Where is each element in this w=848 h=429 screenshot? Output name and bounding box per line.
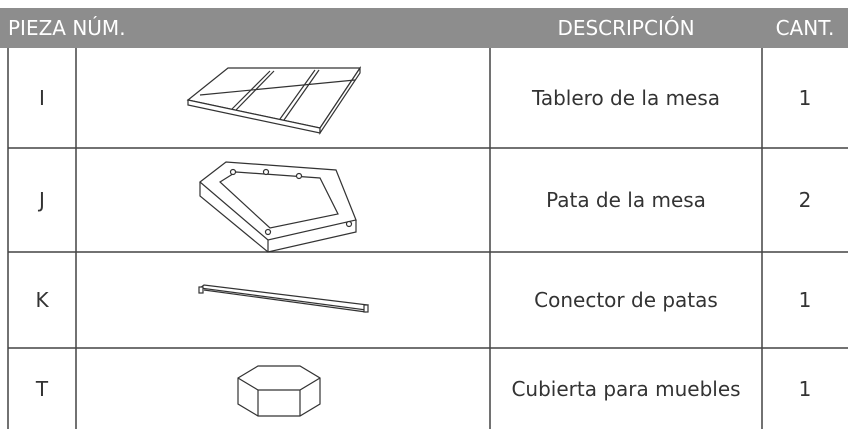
quantity: 1 xyxy=(798,376,812,401)
part-id: I xyxy=(39,86,45,110)
header-description: DESCRIPCIÓN xyxy=(557,16,695,40)
leg-illustration xyxy=(199,161,357,253)
header-part: PIEZA NÚM. xyxy=(8,16,126,40)
description: Pata de la mesa xyxy=(546,188,706,212)
description: Cubierta para muebles xyxy=(511,376,741,401)
connector-illustration xyxy=(198,284,369,313)
tabletop-illustration xyxy=(186,66,362,135)
description: Tablero de la mesa xyxy=(531,86,721,110)
part-id: K xyxy=(35,288,49,312)
quantity: 1 xyxy=(798,86,812,110)
cover-illustration xyxy=(237,365,321,417)
quantity: 1 xyxy=(798,288,812,312)
quantity: 2 xyxy=(798,188,812,212)
header-quantity: CANT. xyxy=(775,16,835,40)
header-bar xyxy=(0,8,848,48)
description: Conector de patas xyxy=(534,288,718,312)
part-id: J xyxy=(39,188,45,212)
part-id: T xyxy=(35,376,49,401)
